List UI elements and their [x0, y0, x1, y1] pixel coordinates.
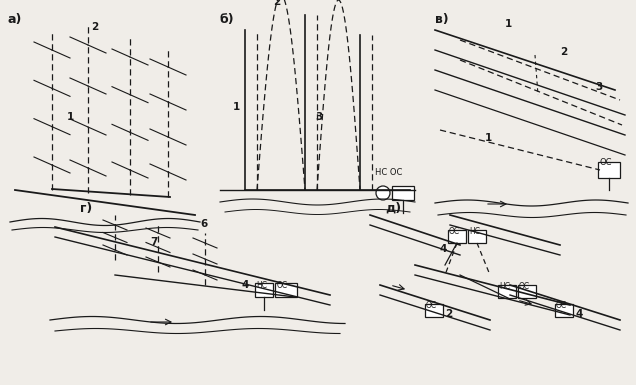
Bar [518, 285, 536, 298]
Bar [275, 283, 297, 297]
Text: 4: 4 [440, 244, 447, 254]
Bar [468, 230, 486, 243]
Bar [448, 230, 466, 243]
Text: 4: 4 [575, 309, 583, 319]
Text: ОС: ОС [426, 301, 437, 310]
Text: ОС: ОС [519, 282, 530, 291]
Text: 1: 1 [233, 102, 240, 112]
Text: 1: 1 [505, 19, 512, 29]
Text: г): г) [80, 202, 92, 215]
Text: НС: НС [499, 282, 510, 291]
Text: д): д) [385, 202, 401, 215]
Bar [392, 186, 414, 200]
Bar [425, 304, 443, 317]
Text: 2: 2 [445, 309, 452, 319]
Text: б): б) [220, 13, 235, 26]
Text: 3: 3 [595, 82, 602, 92]
Bar [555, 304, 573, 317]
Text: НС: НС [469, 227, 480, 236]
Text: 2: 2 [92, 22, 99, 32]
Text: 4: 4 [241, 280, 249, 290]
Text: НС ОС: НС ОС [375, 168, 403, 177]
Text: а): а) [8, 13, 22, 26]
Bar [255, 283, 273, 297]
Text: в): в) [435, 13, 448, 26]
Text: 2: 2 [560, 47, 567, 57]
Bar [598, 162, 620, 178]
Text: 6: 6 [200, 219, 207, 229]
Text: 3: 3 [315, 112, 322, 122]
Text: 1: 1 [66, 112, 74, 122]
Text: ОС: ОС [600, 158, 612, 167]
Text: 2: 2 [273, 0, 280, 7]
Text: НС: НС [256, 281, 267, 290]
Text: 1: 1 [485, 133, 492, 143]
Text: ОС: ОС [556, 301, 567, 310]
Text: ОС: ОС [449, 227, 460, 236]
Circle shape [376, 186, 390, 200]
Bar [498, 285, 516, 298]
Text: 7: 7 [150, 237, 157, 247]
Text: ОС: ОС [277, 281, 288, 290]
